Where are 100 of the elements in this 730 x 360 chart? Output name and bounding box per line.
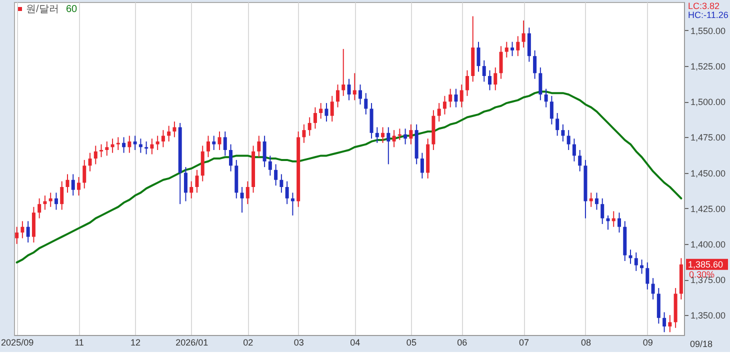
candlestick bbox=[280, 174, 284, 194]
candlestick bbox=[381, 126, 385, 144]
candlestick bbox=[268, 155, 272, 176]
candlestick bbox=[600, 198, 604, 224]
candlestick bbox=[488, 70, 492, 91]
candlestick bbox=[274, 164, 278, 186]
y-tick-label: 1,350.00 bbox=[690, 310, 726, 321]
candlestick bbox=[38, 198, 42, 219]
x-tick-label: 09 bbox=[642, 338, 653, 348]
candlestick bbox=[460, 84, 464, 108]
candlestick bbox=[662, 312, 666, 333]
candlestick bbox=[392, 130, 396, 148]
x-tick-label: 03 bbox=[294, 338, 304, 348]
candlestick bbox=[409, 124, 413, 145]
text: 60 bbox=[66, 4, 78, 15]
candlestick bbox=[618, 212, 621, 234]
candlestick bbox=[454, 88, 458, 108]
candlestick bbox=[527, 27, 531, 62]
y-tick-label: 1,475.00 bbox=[690, 132, 726, 143]
candlestick bbox=[240, 186, 244, 214]
candlestick bbox=[550, 95, 554, 125]
candlestick bbox=[646, 262, 650, 290]
candlestick bbox=[128, 135, 132, 154]
candlestick bbox=[100, 144, 104, 158]
candlestick bbox=[578, 150, 582, 172]
candlestick bbox=[572, 138, 576, 162]
text: LC:3.82 bbox=[688, 1, 720, 11]
candlestick bbox=[60, 180, 64, 210]
candlestick bbox=[15, 226, 19, 244]
candlestick bbox=[285, 180, 289, 205]
candlestick bbox=[594, 192, 598, 210]
candlestick bbox=[516, 36, 520, 57]
candlestick bbox=[566, 130, 570, 150]
x-tick-label: 11 bbox=[74, 338, 84, 348]
candlestick bbox=[262, 135, 266, 168]
candlestick bbox=[122, 136, 126, 154]
candlestick bbox=[190, 180, 194, 199]
candlestick bbox=[150, 138, 154, 155]
candlestick bbox=[77, 176, 80, 196]
x-tick-label: 07 bbox=[519, 338, 530, 348]
candlestick bbox=[336, 84, 340, 108]
y-tick-label: 1,425.00 bbox=[690, 204, 726, 214]
candlestick bbox=[195, 169, 199, 194]
candlestick bbox=[116, 136, 120, 150]
x-tick-label: 05 bbox=[406, 338, 416, 348]
candlestick bbox=[342, 48, 346, 96]
candlestick bbox=[561, 124, 565, 142]
candlestick bbox=[218, 131, 222, 150]
y-tick-label: 1,400.00 bbox=[690, 239, 726, 250]
candlestick bbox=[476, 41, 480, 72]
candlestick bbox=[358, 84, 362, 105]
x-tick-label: 2026/01 bbox=[176, 338, 208, 348]
candlestick bbox=[172, 121, 176, 138]
candlestick bbox=[404, 128, 408, 145]
text: 09/18 bbox=[690, 339, 713, 349]
candlestick bbox=[246, 180, 250, 205]
candlestick bbox=[229, 144, 233, 172]
candlestick bbox=[324, 102, 328, 122]
x-tick-label: 2025/09 bbox=[1, 338, 34, 348]
x-tick-label: 02 bbox=[243, 338, 254, 348]
candlestick bbox=[66, 174, 70, 194]
candlestick bbox=[156, 135, 160, 150]
candlestick bbox=[499, 46, 503, 80]
x-tick-label: 04 bbox=[350, 338, 360, 348]
candlestick bbox=[538, 66, 542, 101]
candlestick bbox=[556, 112, 560, 136]
candlestick bbox=[71, 174, 75, 196]
candlestick bbox=[308, 116, 312, 136]
candlestick bbox=[544, 88, 548, 108]
y-tick-label: 1,500.00 bbox=[690, 97, 726, 108]
candlestick bbox=[302, 124, 306, 144]
x-tick-label: 12 bbox=[130, 338, 141, 348]
candlestick bbox=[504, 41, 508, 58]
candlestick bbox=[212, 135, 216, 150]
candlestick bbox=[167, 125, 171, 142]
candlestick bbox=[20, 220, 24, 239]
x-tick-label: 08 bbox=[580, 338, 591, 348]
candlestick bbox=[133, 135, 137, 150]
candlestick bbox=[161, 130, 165, 148]
candlestick bbox=[43, 195, 47, 210]
text: 0.30% bbox=[689, 269, 715, 280]
candlestick bbox=[54, 192, 58, 210]
x-tick-label: 06 bbox=[457, 338, 468, 348]
candlestick bbox=[206, 135, 210, 158]
candlestick bbox=[82, 159, 86, 189]
candlestick bbox=[494, 66, 498, 91]
candlestick bbox=[330, 95, 334, 122]
y-tick-label: 1,550.00 bbox=[690, 26, 726, 36]
candlestick bbox=[437, 102, 441, 122]
candlestick bbox=[465, 70, 469, 96]
candlestick bbox=[257, 135, 261, 158]
candlestick bbox=[375, 126, 379, 144]
y-tick-label: 1,450.00 bbox=[690, 168, 726, 178]
candlestick bbox=[347, 78, 351, 101]
candlestick bbox=[386, 126, 390, 165]
candlestick bbox=[651, 278, 655, 300]
candlestick bbox=[88, 152, 92, 172]
candlestick bbox=[26, 220, 30, 243]
candlestick bbox=[522, 20, 526, 48]
candlestick bbox=[313, 106, 317, 130]
